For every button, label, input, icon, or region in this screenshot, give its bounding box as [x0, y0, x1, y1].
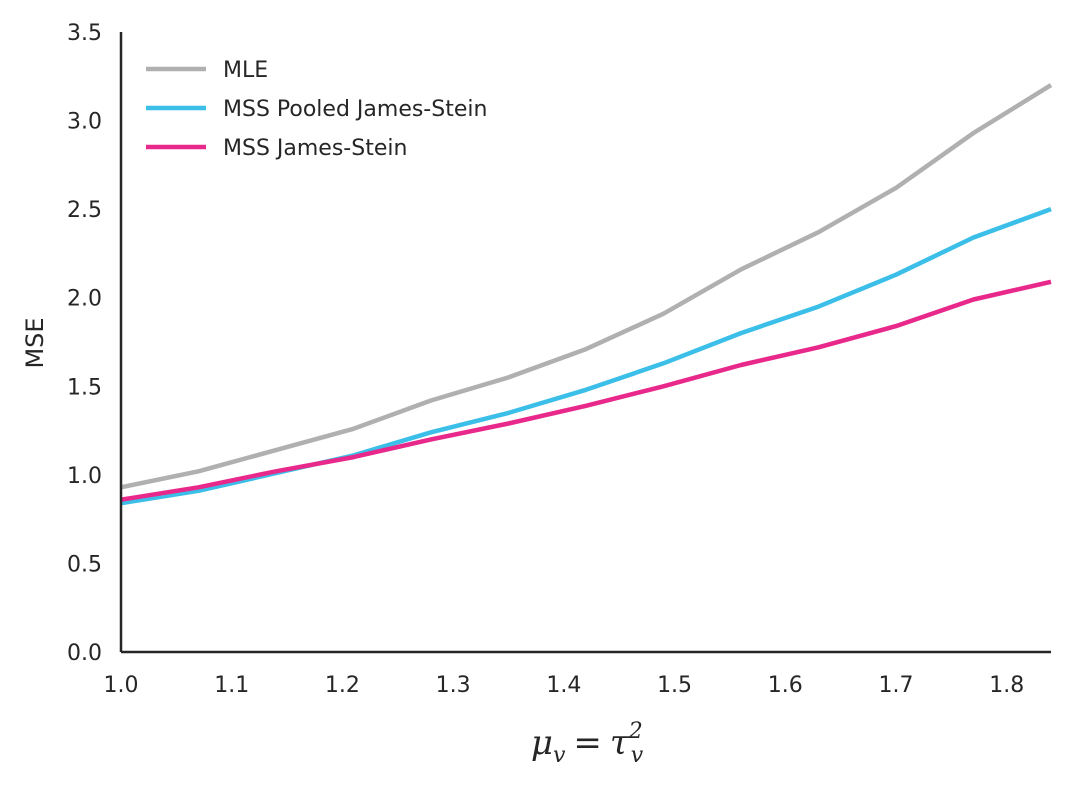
- y-tick-labels: 0.0 0.5 1.0 1.5 2.0 2.5 3.0 3.5: [67, 21, 102, 666]
- y-tick-label: 0.5: [67, 552, 102, 577]
- series-line-mss-james-stein: [120, 279, 1052, 502]
- x-label-equals: =: [573, 723, 602, 763]
- x-label-mu: μ: [531, 723, 553, 763]
- legend-label-mss-pooled-james-stein: MSS Pooled James-Stein: [223, 97, 487, 122]
- x-tick-label: 1.7: [879, 673, 914, 698]
- x-label-sub-v2: v: [631, 743, 644, 768]
- legend: MLE MSS Pooled James-Stein MSS James-Stein: [146, 58, 487, 161]
- y-tick-label: 0.0: [67, 641, 102, 666]
- legend-label-mle: MLE: [223, 58, 268, 83]
- x-label-sub-v: v: [553, 743, 566, 768]
- x-tick-label: 1.5: [657, 673, 692, 698]
- x-label-sup-2: 2: [628, 719, 643, 744]
- x-tick-label: 1.0: [104, 673, 139, 698]
- y-tick-label: 2.5: [67, 198, 102, 223]
- y-tick-label: 2.0: [67, 287, 102, 312]
- series-layer: [120, 83, 1053, 506]
- y-tick-label: 3.0: [67, 110, 102, 135]
- x-tick-label: 1.8: [989, 673, 1024, 698]
- legend-label-mss-james-stein: MSS James-Stein: [223, 136, 407, 161]
- y-tick-label: 1.5: [67, 375, 102, 400]
- y-axis-label: MSE: [21, 317, 49, 368]
- series-line-mle: [120, 83, 1053, 490]
- y-tick-label: 1.0: [67, 464, 102, 489]
- x-tick-label: 1.2: [325, 673, 360, 698]
- x-tick-label: 1.3: [436, 673, 471, 698]
- x-tick-label: 1.4: [546, 673, 581, 698]
- x-tick-labels: 1.0 1.1 1.2 1.3 1.4 1.5 1.6 1.7 1.8: [104, 673, 1025, 698]
- series-line-mss-pooled-james-stein: [120, 206, 1052, 506]
- x-label-tau: τ: [610, 723, 630, 763]
- x-axis-label: μv = τ2 v: [531, 719, 644, 768]
- x-tick-label: 1.6: [768, 673, 803, 698]
- y-tick-label: 3.5: [67, 21, 102, 46]
- x-tick-label: 1.1: [214, 673, 249, 698]
